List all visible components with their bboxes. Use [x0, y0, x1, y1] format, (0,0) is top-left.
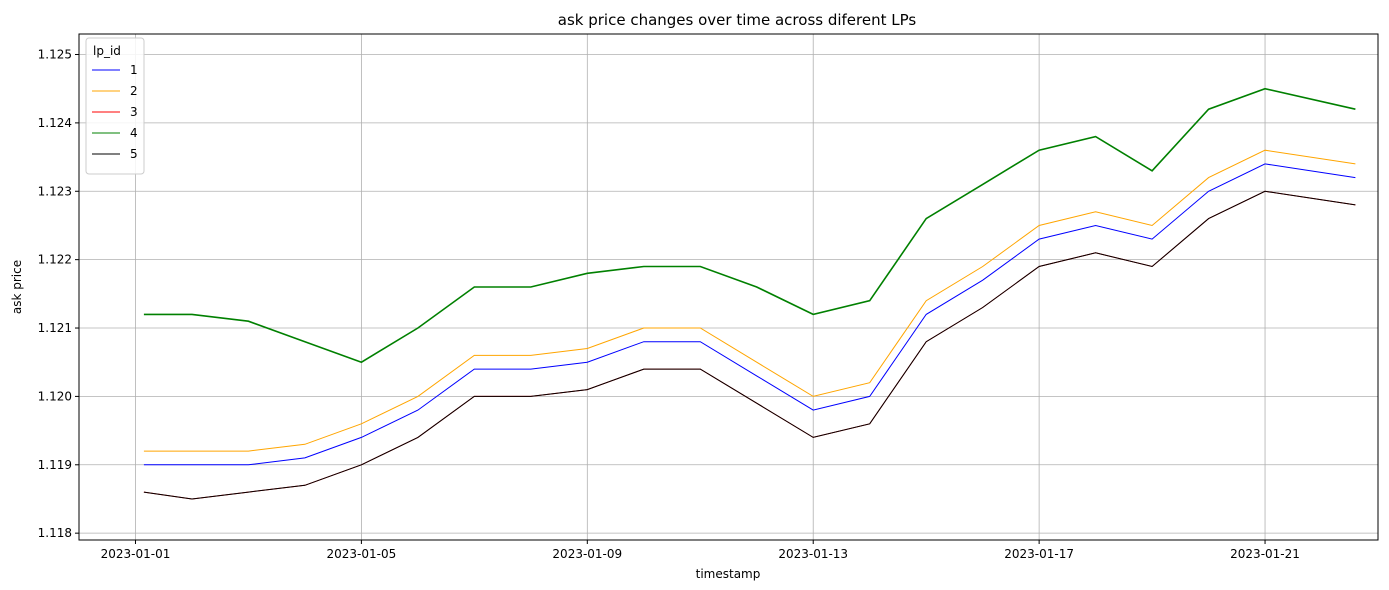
- x-tick-label: 2023-01-13: [778, 547, 848, 561]
- legend-label-2: 2: [130, 84, 138, 98]
- series-line-2: [143, 149, 1356, 452]
- series-line-4: [143, 87, 1356, 364]
- legend-label-4: 4: [130, 126, 138, 140]
- grid-lines: [79, 34, 1378, 540]
- legend: lp_id 1 2 3 4 5: [85, 37, 145, 175]
- y-tick-label: 1.119: [38, 458, 72, 472]
- x-tick-label: 2023-01-21: [1230, 547, 1300, 561]
- y-tick-label: 1.120: [38, 389, 72, 403]
- y-tick-label: 1.121: [38, 321, 72, 335]
- y-axis-ticks: 1.118 1.119 1.120 1.121 1.122 1.123 1.124 1.125: [38, 48, 79, 540]
- x-tick-label: 2023-01-01: [101, 547, 171, 561]
- x-axis-label: timestamp: [696, 567, 761, 581]
- x-tick-label: 2023-01-05: [327, 547, 397, 561]
- plot-frame: [78, 33, 1379, 541]
- legend-box: [85, 37, 145, 175]
- legend-label-1: 1: [130, 63, 138, 77]
- x-tick-label: 2023-01-17: [1004, 547, 1074, 561]
- series-line-1: [143, 163, 1356, 466]
- series-line-5: [143, 190, 1356, 500]
- series-lines: [143, 87, 1356, 500]
- x-axis-ticks: 2023-01-01 2023-01-05 2023-01-09 2023-01-13…: [101, 540, 1300, 561]
- legend-label-5: 5: [130, 147, 138, 161]
- legend-label-3: 3: [130, 105, 138, 119]
- x-tick-label: 2023-01-09: [552, 547, 622, 561]
- y-tick-label: 1.124: [38, 116, 72, 130]
- chart-title: ask price changes over time across difer…: [558, 11, 917, 29]
- legend-title: lp_id: [93, 44, 121, 58]
- y-axis-label: ask price: [10, 260, 24, 314]
- y-tick-label: 1.122: [38, 253, 72, 267]
- y-tick-label: 1.118: [38, 526, 72, 540]
- y-tick-label: 1.125: [38, 48, 72, 62]
- y-tick-label: 1.123: [38, 184, 72, 198]
